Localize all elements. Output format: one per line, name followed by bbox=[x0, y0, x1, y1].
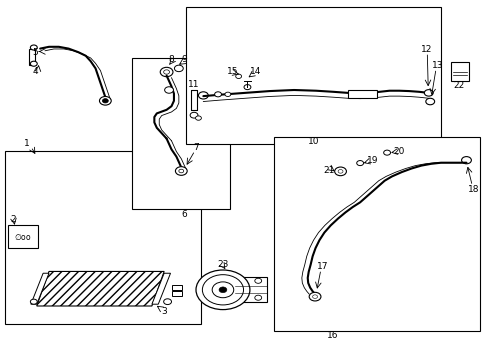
Circle shape bbox=[160, 67, 173, 77]
Circle shape bbox=[309, 292, 321, 301]
Circle shape bbox=[164, 299, 171, 305]
Circle shape bbox=[164, 70, 170, 74]
Polygon shape bbox=[31, 273, 49, 304]
Bar bbox=[348, 90, 377, 98]
Text: 19: 19 bbox=[367, 156, 378, 165]
Bar bbox=[451, 62, 469, 81]
Circle shape bbox=[384, 150, 391, 155]
Circle shape bbox=[99, 96, 111, 105]
Circle shape bbox=[198, 92, 208, 99]
Bar bbox=[235, 277, 267, 302]
Text: 13: 13 bbox=[432, 61, 443, 70]
Text: 12: 12 bbox=[420, 45, 432, 54]
Polygon shape bbox=[37, 271, 164, 306]
Bar bbox=[186, 7, 441, 144]
Text: 3: 3 bbox=[161, 307, 167, 316]
Text: $\varnothing$oo: $\varnothing$oo bbox=[14, 231, 32, 242]
Circle shape bbox=[338, 170, 343, 173]
Polygon shape bbox=[152, 273, 171, 304]
Bar bbox=[172, 285, 182, 290]
Text: 20: 20 bbox=[393, 147, 405, 156]
Circle shape bbox=[175, 167, 187, 175]
Circle shape bbox=[190, 112, 198, 118]
Circle shape bbox=[255, 278, 262, 283]
Circle shape bbox=[30, 45, 37, 50]
Circle shape bbox=[462, 157, 471, 164]
Bar bbox=[274, 137, 480, 331]
Circle shape bbox=[313, 295, 318, 298]
Circle shape bbox=[335, 167, 346, 176]
Text: 11: 11 bbox=[188, 80, 199, 89]
Circle shape bbox=[179, 169, 184, 173]
Text: 22: 22 bbox=[454, 81, 465, 90]
Circle shape bbox=[30, 61, 37, 66]
Text: 15: 15 bbox=[227, 67, 239, 76]
Text: 5: 5 bbox=[32, 48, 38, 57]
Bar bbox=[29, 49, 35, 65]
Text: 9: 9 bbox=[181, 55, 187, 64]
Circle shape bbox=[212, 282, 234, 298]
Circle shape bbox=[255, 295, 262, 300]
Circle shape bbox=[196, 116, 201, 120]
Circle shape bbox=[202, 275, 244, 305]
Circle shape bbox=[219, 287, 227, 293]
Bar bbox=[132, 58, 230, 209]
Text: 1: 1 bbox=[24, 139, 30, 148]
Circle shape bbox=[174, 65, 183, 72]
Circle shape bbox=[225, 92, 231, 96]
Bar bbox=[8, 225, 38, 248]
Text: 17: 17 bbox=[317, 262, 328, 271]
Bar bbox=[5, 151, 201, 324]
Text: 4: 4 bbox=[32, 68, 38, 77]
Text: 10: 10 bbox=[308, 136, 319, 145]
Text: 21: 21 bbox=[323, 166, 335, 175]
Circle shape bbox=[424, 90, 433, 96]
Circle shape bbox=[196, 270, 250, 310]
Text: 16: 16 bbox=[327, 331, 339, 340]
Bar bbox=[191, 90, 197, 110]
Circle shape bbox=[30, 299, 37, 304]
Text: 18: 18 bbox=[467, 184, 479, 194]
Text: 8: 8 bbox=[169, 55, 174, 64]
Text: 14: 14 bbox=[250, 68, 262, 77]
Text: 23: 23 bbox=[217, 260, 229, 269]
Circle shape bbox=[244, 85, 251, 90]
Bar bbox=[172, 291, 182, 296]
Circle shape bbox=[102, 99, 108, 103]
Text: 7: 7 bbox=[193, 143, 199, 152]
Bar bbox=[173, 289, 181, 292]
Text: 2: 2 bbox=[10, 215, 16, 224]
Circle shape bbox=[165, 87, 173, 93]
Circle shape bbox=[357, 161, 364, 166]
Circle shape bbox=[236, 74, 242, 78]
Circle shape bbox=[426, 98, 435, 105]
Circle shape bbox=[215, 92, 221, 97]
Text: 6: 6 bbox=[181, 210, 187, 219]
